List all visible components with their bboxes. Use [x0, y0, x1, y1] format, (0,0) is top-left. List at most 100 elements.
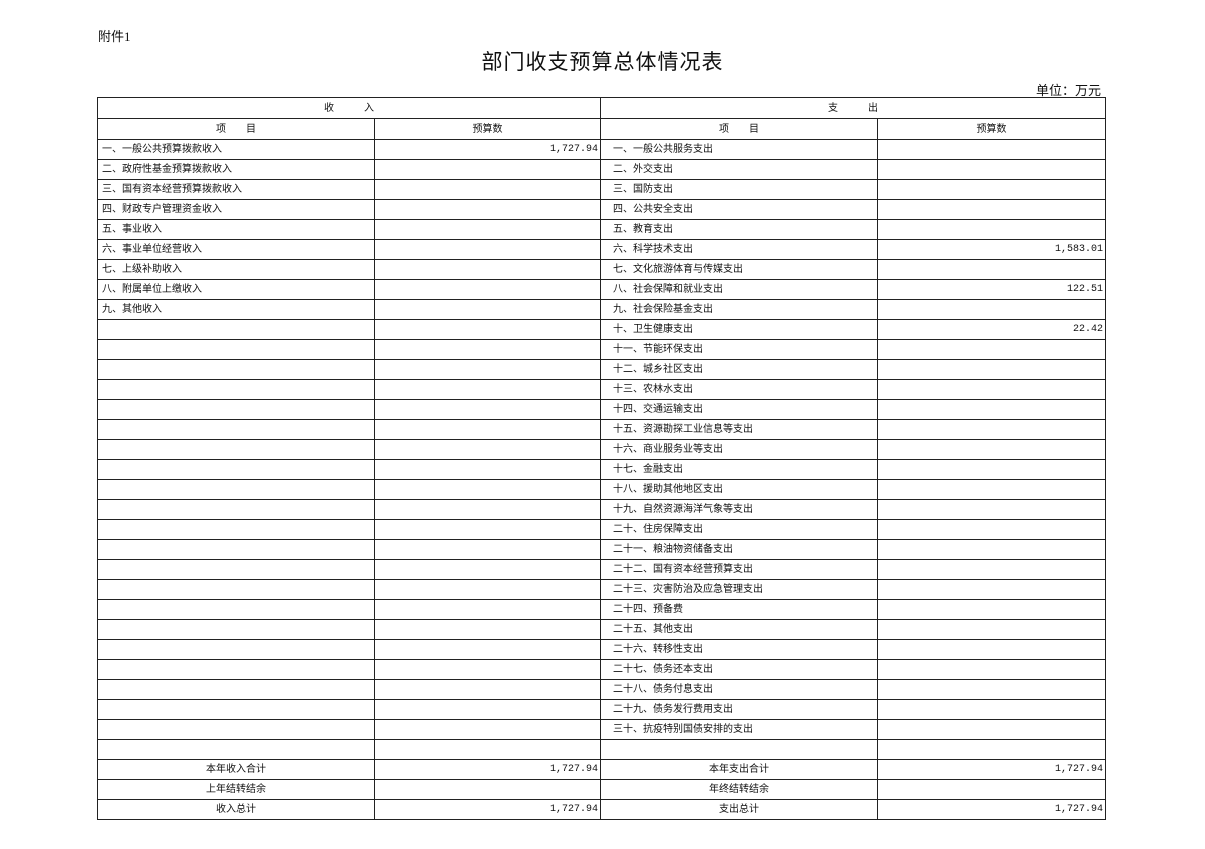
- income-item-value: [374, 499, 601, 520]
- expense-item-name: 二十五、其他支出: [600, 619, 878, 640]
- table-row: 十二、城乡社区支出: [97, 359, 1106, 380]
- expense-item-name: 七、文化旅游体育与传媒支出: [600, 259, 878, 280]
- expense-item-name: 十四、交通运输支出: [600, 399, 878, 420]
- income-item-value: [374, 479, 601, 500]
- table-row: 四、财政专户管理资金收入 四、公共安全支出: [97, 199, 1106, 220]
- income-item-value: [374, 159, 601, 180]
- table-row: 十、卫生健康支出 22.42: [97, 319, 1106, 340]
- expense-item-value: [877, 659, 1106, 680]
- income-item-name: [97, 699, 375, 720]
- expense-item-value: 1,583.01: [877, 239, 1106, 260]
- expense-item-name: 二、外交支出: [600, 159, 878, 180]
- table-row: 二十四、预备费: [97, 599, 1106, 620]
- income-item-value: [374, 419, 601, 440]
- income-item-name: [97, 379, 375, 400]
- income-item-value: [374, 619, 601, 640]
- expense-item-value: [877, 519, 1106, 540]
- income-item-value: [374, 299, 601, 320]
- expense-item-name: 六、科学技术支出: [600, 239, 878, 260]
- income-item-value: [374, 659, 601, 680]
- expense-item-value: [877, 179, 1106, 200]
- expense-item-name: 十九、自然资源海洋气象等支出: [600, 499, 878, 520]
- income-item-name: [97, 519, 375, 540]
- expense-item-value: [877, 559, 1106, 580]
- income-item-value: [374, 199, 601, 220]
- income-item-value: [374, 179, 601, 200]
- expense-item-value: [877, 699, 1106, 720]
- expense-item-name: 二十七、债务还本支出: [600, 659, 878, 680]
- income-item-name: 三、国有资本经营预算拨款收入: [97, 179, 375, 200]
- income-item-value: [374, 359, 601, 380]
- expense-total-value: 1,727.94: [877, 799, 1106, 820]
- total-row: 本年收入合计 1,727.94 本年支出合计 1,727.94: [97, 759, 1106, 780]
- expense-item-value: [877, 199, 1106, 220]
- expense-item-value: [877, 359, 1106, 380]
- expense-item-name: 四、公共安全支出: [600, 199, 878, 220]
- income-header: 收 入: [97, 97, 601, 119]
- expense-item-value: [877, 339, 1106, 360]
- income-item-value: [374, 319, 601, 340]
- income-total-label: 收入总计: [97, 799, 375, 820]
- income-item-name: 九、其他收入: [97, 299, 375, 320]
- expense-item-name: 三十、抗疫特别国债安排的支出: [600, 719, 878, 740]
- income-item-name: [97, 639, 375, 660]
- table-row: 七、上级补助收入 七、文化旅游体育与传媒支出: [97, 259, 1106, 280]
- expense-item-name: 二十四、预备费: [600, 599, 878, 620]
- table-row: 十九、自然资源海洋气象等支出: [97, 499, 1106, 520]
- table-row: 六、事业单位经营收入 六、科学技术支出 1,583.01: [97, 239, 1106, 260]
- budget-table: 收 入 支 出 项 目 预算数 项 目 预算数 一、一般公共预算拨款收入 1,72…: [97, 97, 1106, 820]
- expense-item-value: [877, 459, 1106, 480]
- expense-item-value: [877, 719, 1106, 740]
- income-item-value: [374, 339, 601, 360]
- income-item-name: [97, 739, 375, 760]
- expense-item-name: 三、国防支出: [600, 179, 878, 200]
- table-row: 三十、抗疫特别国债安排的支出: [97, 719, 1106, 740]
- table-row: 十四、交通运输支出: [97, 399, 1106, 420]
- expense-item-name: 八、社会保障和就业支出: [600, 279, 878, 300]
- expense-item-name: 十五、资源勘探工业信息等支出: [600, 419, 878, 440]
- expense-item-value: [877, 599, 1106, 620]
- table-row: 九、其他收入 九、社会保险基金支出: [97, 299, 1106, 320]
- income-item-value: [374, 439, 601, 460]
- expense-item-name: 十八、援助其他地区支出: [600, 479, 878, 500]
- income-item-value: [374, 559, 601, 580]
- expense-item-name: 二十、住房保障支出: [600, 519, 878, 540]
- income-item-name: [97, 459, 375, 480]
- table-row: [97, 739, 1106, 760]
- table-row: 二十七、债务还本支出: [97, 659, 1106, 680]
- expense-item-value: [877, 159, 1106, 180]
- expense-item-value: [877, 579, 1106, 600]
- expense-item-name: 二十一、粮油物资储备支出: [600, 539, 878, 560]
- income-item-name: [97, 659, 375, 680]
- income-item-name: [97, 479, 375, 500]
- expense-item-value: [877, 399, 1106, 420]
- expense-item-name: [600, 739, 878, 760]
- income-item-name: 二、政府性基金预算拨款收入: [97, 159, 375, 180]
- income-item-value: [374, 259, 601, 280]
- expense-item-name: 二十八、债务付息支出: [600, 679, 878, 700]
- table-row: 二十三、灾害防治及应急管理支出: [97, 579, 1106, 600]
- expense-item-name: 十一、节能环保支出: [600, 339, 878, 360]
- income-item-value: [374, 599, 601, 620]
- expense-item-value: [877, 479, 1106, 500]
- table-row: 十一、节能环保支出: [97, 339, 1106, 360]
- table-row: 二十五、其他支出: [97, 619, 1106, 640]
- expense-item-value: 22.42: [877, 319, 1106, 340]
- section-header-row: 收 入 支 出: [97, 97, 1106, 119]
- income-item-name: [97, 719, 375, 740]
- expense-item-name: 五、教育支出: [600, 219, 878, 240]
- table-row: 十六、商业服务业等支出: [97, 439, 1106, 460]
- income-item-name: [97, 439, 375, 460]
- expense-total-value: [877, 779, 1106, 800]
- income-item-value: [374, 719, 601, 740]
- income-item-name: [97, 499, 375, 520]
- table-row: 五、事业收入 五、教育支出: [97, 219, 1106, 240]
- table-row: 二十六、转移性支出: [97, 639, 1106, 660]
- income-item-name: [97, 539, 375, 560]
- total-row: 收入总计 1,727.94 支出总计 1,727.94: [97, 799, 1106, 820]
- income-item-name: [97, 619, 375, 640]
- table-row: 十七、金融支出: [97, 459, 1106, 480]
- expense-item-value: [877, 439, 1106, 460]
- expense-total-label: 支出总计: [600, 799, 878, 820]
- income-item-value: [374, 459, 601, 480]
